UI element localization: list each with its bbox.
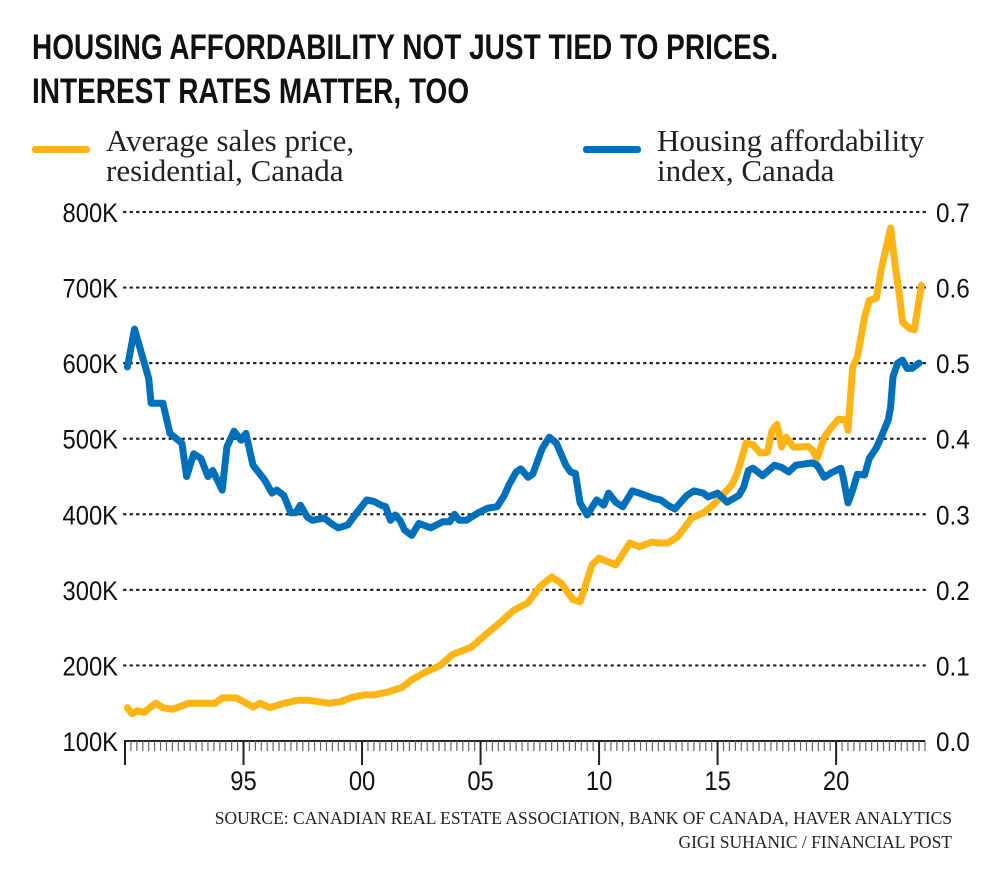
x-tick-label: 15 [704, 767, 730, 797]
y-left-tick-label: 700K [63, 274, 119, 304]
y-left-tick-label: 200K [63, 652, 119, 682]
y-right-tick-label: 0.0 [936, 728, 970, 757]
credit-note: GIGI SUHANIC / FINANCIAL POST [678, 832, 952, 852]
source-note: SOURCE: CANADIAN REAL ESTATE ASSOCIATION… [214, 808, 952, 828]
y-right-tick-label: 0.1 [936, 652, 970, 681]
y-left-tick-label: 500K [63, 425, 119, 455]
y-right-tick-label: 0.2 [936, 577, 970, 606]
legend-swatch-affordability [583, 146, 641, 153]
legend-label-affordability: Housing affordability index, Canada [657, 123, 925, 188]
y-right-tick-label: 0.3 [936, 501, 970, 530]
x-tick-label: 00 [349, 767, 375, 797]
y-left-tick-label: 400K [63, 501, 119, 531]
y-left-tick-label: 600K [63, 350, 119, 380]
title-line-2: INTEREST RATES MATTER, TOO [32, 72, 470, 111]
chart-title: HOUSING AFFORDABILITY NOT JUST TIED TO P… [32, 26, 778, 114]
y-left-tick-label: 100K [63, 728, 119, 758]
legend-label-affordability-line2: index, Canada [657, 153, 835, 188]
y-right-tick-label: 0.7 [936, 199, 970, 228]
x-tick-label: 20 [823, 767, 849, 797]
legend-item-price: Average sales price, residential, Canada [32, 123, 355, 188]
x-tick-label: 95 [230, 767, 256, 797]
price-series-line [123, 224, 925, 718]
y-left-tick-label: 300K [63, 577, 119, 607]
y-right-tick-label: 0.5 [936, 350, 970, 379]
legend-item-affordability: Housing affordability index, Canada [583, 123, 925, 188]
title-line-1: HOUSING AFFORDABILITY NOT JUST TIED TO P… [32, 28, 779, 67]
y-left-tick-label: 800K [63, 199, 119, 229]
legend-label-price-line2: residential, Canada [106, 153, 344, 188]
affordability-series-line [123, 325, 923, 539]
y-right-tick-label: 0.6 [936, 274, 970, 303]
legend-label-price-line1: Average sales price, [106, 123, 355, 158]
legend-label-affordability-line1: Housing affordability [657, 123, 925, 158]
legend-label-price: Average sales price, residential, Canada [106, 123, 355, 188]
legend-swatch-price [32, 146, 90, 153]
x-tick-label: 10 [586, 767, 612, 797]
x-tick-label: 05 [467, 767, 493, 797]
y-right-tick-label: 0.4 [936, 426, 970, 455]
